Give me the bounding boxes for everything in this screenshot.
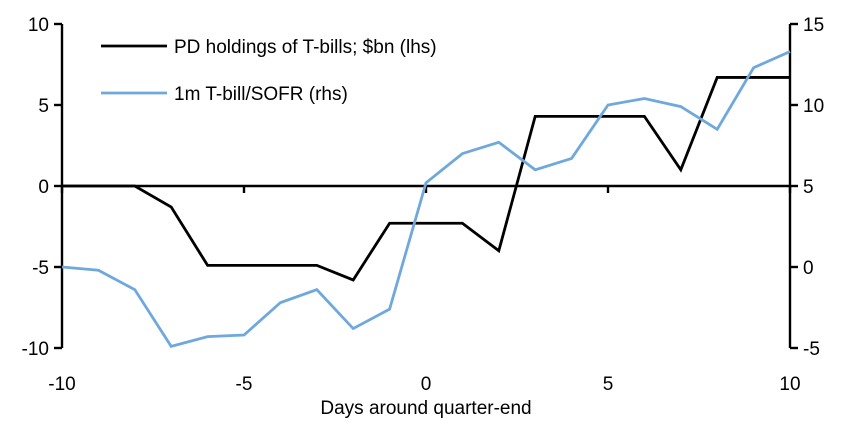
left-axis-tick-label: -10 bbox=[22, 339, 49, 360]
left-axis-tick-label: 5 bbox=[38, 96, 49, 117]
x-axis-tick-label: 5 bbox=[603, 374, 614, 395]
legend-label-pd-holdings: PD holdings of T-bills; $bn (lhs) bbox=[174, 37, 437, 58]
right-axis-tick-label: 10 bbox=[803, 96, 824, 117]
right-axis-tick-label: -5 bbox=[803, 339, 820, 360]
series-line-1m-t-bill-sofr-rhs bbox=[61, 50, 791, 348]
right-axis-tick-label: 5 bbox=[803, 177, 814, 198]
legend-label-tbill-sofr: 1m T-bill/SOFR (rhs) bbox=[174, 84, 348, 105]
right-axis-tick-label: 0 bbox=[803, 258, 814, 279]
x-axis-tick-label: 10 bbox=[779, 374, 800, 395]
left-axis-tick-label: 10 bbox=[28, 15, 49, 36]
x-axis-tick-label: -5 bbox=[236, 374, 253, 395]
legend: PD holdings of T-bills; $bn (lhs) 1m T-b… bbox=[101, 37, 437, 105]
right-axis-tick-label: 15 bbox=[803, 15, 824, 36]
series-line-pd-holdings-of-t-bills-bn-lhs bbox=[62, 76, 790, 282]
left-axis-tick-label: -5 bbox=[32, 258, 49, 279]
x-axis-title: Days around quarter-end bbox=[320, 398, 531, 419]
plot-area: -10 -5 0 5 10 10 5 0 -5 -10 15 10 5 0 -5 bbox=[22, 15, 825, 395]
x-axis-tick-label: 0 bbox=[421, 374, 432, 395]
left-axis-tick-label: 0 bbox=[38, 177, 49, 198]
x-axis-tick-label: -10 bbox=[48, 374, 75, 395]
